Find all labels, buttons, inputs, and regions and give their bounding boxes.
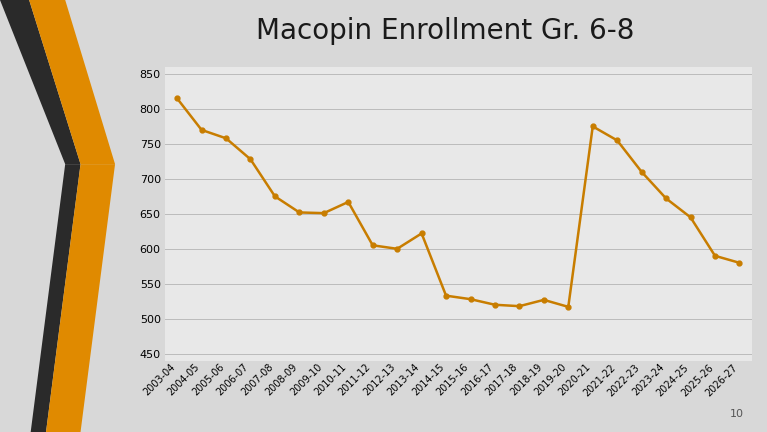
Text: 10: 10 [730, 409, 744, 419]
Text: Macopin Enrollment Gr. 6-8: Macopin Enrollment Gr. 6-8 [255, 17, 634, 45]
